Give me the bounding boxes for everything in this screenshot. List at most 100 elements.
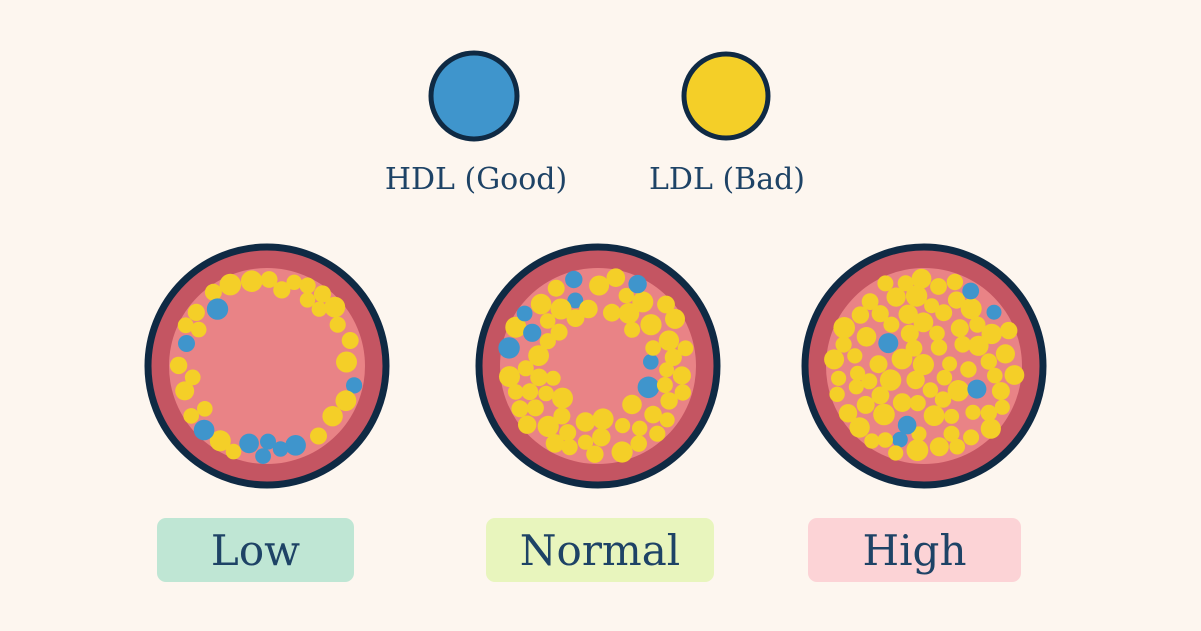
- ldl-particle: [553, 407, 571, 425]
- ldl-particle: [912, 354, 935, 376]
- ldl-particle: [618, 287, 634, 304]
- ldl-particle: [507, 384, 524, 400]
- ldl-particle: [240, 270, 263, 293]
- hdl-particle: [346, 377, 363, 394]
- ldl-particle: [922, 382, 939, 398]
- ldl-particle: [856, 327, 877, 347]
- ldl-particle: [499, 366, 520, 388]
- ldl-particle: [632, 291, 654, 313]
- hdl-particle: [892, 431, 908, 448]
- ldl-particle: [615, 418, 631, 434]
- hdl-particle: [897, 415, 917, 435]
- high-level-badge: High: [808, 518, 1021, 582]
- ldl-particle: [995, 344, 1016, 364]
- ldl-particle: [539, 313, 556, 329]
- ldl-particle: [864, 433, 880, 449]
- ldl-particle: [603, 303, 621, 322]
- ldl-particle: [849, 417, 870, 438]
- ldl-particle: [592, 428, 611, 447]
- ldl-particle: [187, 303, 205, 321]
- ldl-particle: [550, 323, 568, 341]
- ldl-particle: [833, 317, 855, 339]
- ldl-particle: [545, 434, 565, 453]
- ldl-particle: [640, 314, 662, 336]
- ldl-particle: [644, 405, 662, 424]
- ldl-particle: [994, 399, 1010, 415]
- ldl-particle: [879, 369, 902, 391]
- ldl-particle: [891, 348, 913, 370]
- ldl-particle: [311, 301, 327, 317]
- ldl-particle: [935, 304, 953, 322]
- ldl-particle: [980, 353, 997, 370]
- ldl-particle: [606, 268, 626, 288]
- ldl-particle: [559, 424, 577, 442]
- ldl-particle: [892, 393, 912, 412]
- ldl-particle: [991, 382, 1010, 401]
- ldl-particle: [968, 335, 989, 356]
- hdl-particle: [239, 433, 259, 454]
- ldl-particle: [660, 392, 678, 410]
- ldl-particle: [829, 386, 845, 402]
- ldl-particle: [929, 325, 945, 342]
- hdl-particle: [498, 337, 520, 359]
- ldl-particle: [545, 370, 561, 386]
- ldl-particle: [950, 319, 969, 338]
- ldl-particle: [324, 296, 346, 318]
- ldl-particle: [850, 365, 866, 381]
- ldl-particle: [566, 309, 585, 327]
- ldl-particle: [944, 408, 960, 424]
- ldl-particle: [960, 298, 982, 320]
- hdl-particle: [523, 323, 542, 342]
- ldl-particle: [299, 292, 316, 308]
- ldl-particle: [835, 336, 852, 353]
- ldl-particle: [184, 369, 201, 386]
- ldl-particle: [980, 418, 1001, 439]
- hdl-particle: [628, 274, 647, 294]
- ldl-particle: [936, 369, 953, 386]
- ldl-particle: [313, 285, 332, 303]
- ldl-particle: [175, 381, 195, 401]
- ldl-particle: [851, 306, 870, 324]
- ldl-particle: [929, 437, 949, 457]
- legend-icons: [428, 50, 771, 142]
- ldl-particle: [341, 332, 359, 349]
- ldl-particle: [579, 299, 598, 319]
- ldl-particle: [898, 304, 918, 324]
- ldl-particle: [521, 383, 539, 401]
- ldl-particle: [905, 285, 928, 307]
- ldl-particle: [225, 443, 242, 460]
- ldl-particle: [897, 275, 914, 292]
- ldl-particle: [871, 386, 890, 405]
- ldl-particle: [550, 298, 572, 320]
- ldl-particle: [204, 283, 222, 301]
- ldl-particle: [552, 387, 573, 409]
- ldl-particle: [539, 333, 556, 350]
- hdl-particle: [272, 441, 289, 457]
- hdl-particle: [285, 435, 306, 456]
- ldl-particle: [856, 395, 875, 414]
- ldl-particle: [980, 404, 997, 422]
- hdl-particle: [567, 292, 584, 309]
- ldl-particle: [511, 400, 529, 418]
- ldl-particle: [824, 349, 845, 370]
- ldl-particle: [677, 340, 694, 357]
- ldl-particle: [209, 430, 231, 452]
- ldl-particle: [630, 435, 647, 452]
- ldl-particle: [905, 339, 923, 357]
- ldl-particle: [592, 408, 614, 430]
- ldl-particle: [622, 394, 642, 415]
- ldl-particle: [538, 385, 554, 402]
- ldl-particle: [906, 370, 925, 390]
- ldl-particle: [530, 293, 552, 315]
- ldl-particle: [873, 403, 895, 426]
- ldl-particle: [517, 360, 534, 377]
- ldl-particle: [611, 441, 633, 463]
- ldl-particle: [960, 361, 977, 378]
- low-level-badge: Low: [157, 518, 354, 582]
- ldl-particle: [219, 273, 242, 296]
- ldl-particle: [909, 395, 926, 412]
- ldl-particle: [924, 298, 940, 314]
- ldl-particle: [659, 362, 675, 378]
- hdl-legend-label: HDL (Good): [384, 162, 568, 197]
- ldl-particle: [659, 412, 675, 428]
